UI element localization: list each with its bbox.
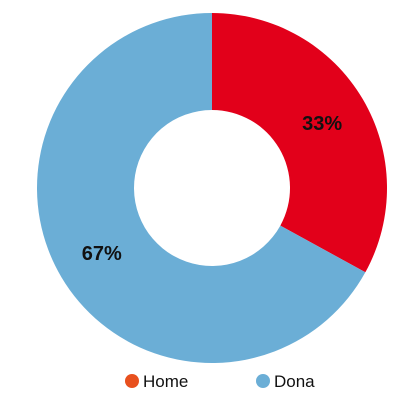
- slice-home: [212, 13, 387, 273]
- legend-marker-dona: [256, 374, 270, 388]
- data-label-home: 33%: [302, 113, 342, 135]
- donut-slices: [37, 13, 387, 363]
- legend-label-dona: Dona: [274, 372, 315, 391]
- data-labels: 33% 67%: [82, 113, 343, 265]
- legend: Home Dona: [125, 372, 315, 391]
- data-label-dona: 67%: [82, 243, 122, 265]
- slice-dona: [37, 13, 366, 363]
- legend-label-home: Home: [143, 372, 188, 391]
- legend-marker-home: [125, 374, 139, 388]
